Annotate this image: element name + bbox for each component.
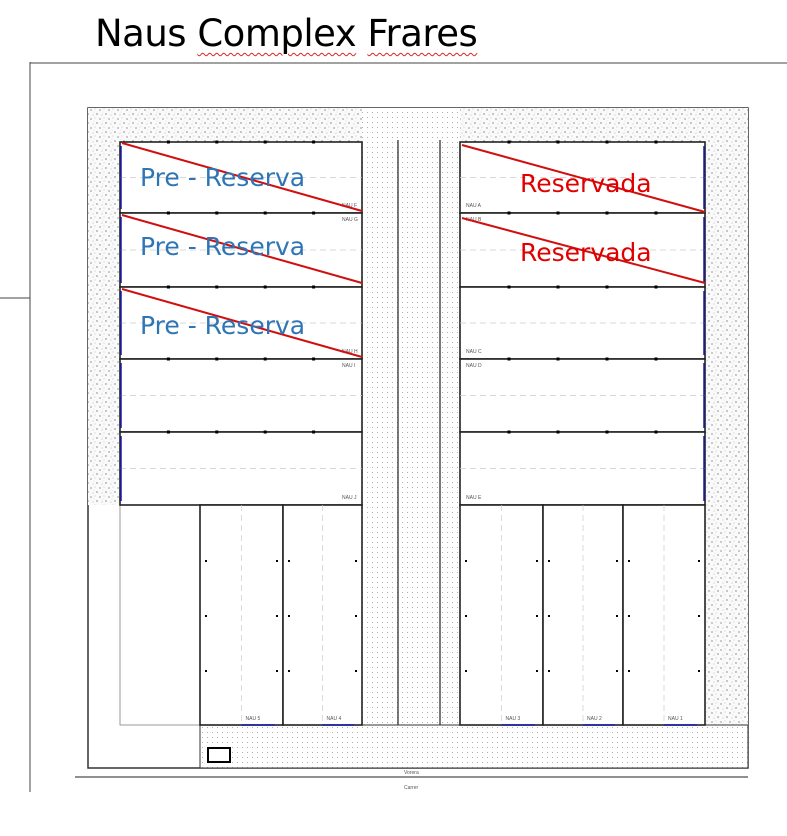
unit[interactable]: NAU D bbox=[459, 357, 706, 433]
unit[interactable]: NAU J bbox=[119, 430, 363, 506]
reservation-strike bbox=[121, 142, 363, 212]
unit-label: NAU F bbox=[342, 203, 357, 209]
unit-label: NAU 1 bbox=[668, 716, 683, 722]
pre-reserva-label: Pre - Reserva bbox=[140, 232, 305, 261]
gravel-area bbox=[460, 108, 748, 142]
unit-label: NAU 4 bbox=[327, 716, 342, 722]
reservation-strike bbox=[461, 144, 706, 213]
unit[interactable]: NAU C bbox=[459, 285, 706, 360]
unit[interactable]: NAU 1 bbox=[622, 504, 706, 726]
title-word: Frares bbox=[367, 12, 478, 55]
gravel-area bbox=[88, 142, 120, 505]
unit-label: NAU E bbox=[466, 495, 482, 501]
unit-label: NAU 2 bbox=[587, 716, 602, 722]
reservation-strike bbox=[461, 217, 706, 284]
gravel-area bbox=[88, 108, 362, 142]
unit-label: NAU B bbox=[466, 217, 482, 223]
reservada-label: Reservada bbox=[520, 169, 652, 198]
reservation-strike bbox=[121, 214, 363, 284]
front-yard bbox=[199, 724, 749, 769]
unit[interactable]: NAU I bbox=[119, 357, 363, 433]
unit-label: NAU C bbox=[466, 349, 482, 355]
unit-label: NAU 5 bbox=[246, 716, 261, 722]
street-label: Carrer bbox=[404, 785, 419, 791]
title-word: Naus bbox=[95, 12, 187, 55]
unit-label: NAU G bbox=[342, 217, 358, 223]
unit[interactable]: NAU 5 bbox=[199, 504, 284, 726]
unit-label: NAU H bbox=[342, 349, 358, 355]
open-area bbox=[119, 504, 201, 726]
unit-label: NAU 3 bbox=[506, 716, 521, 722]
central-street bbox=[362, 108, 460, 725]
unit[interactable]: NAU 3 bbox=[459, 504, 544, 726]
reservada-label: Reservada bbox=[520, 238, 652, 267]
unit-label: NAU J bbox=[342, 495, 357, 501]
unit[interactable]: NAU 4 bbox=[282, 504, 363, 726]
page-title: Naus Complex Frares bbox=[95, 12, 478, 55]
unit[interactable]: NAU E bbox=[459, 430, 706, 506]
unit-label: NAU I bbox=[342, 363, 355, 369]
gravel-area bbox=[705, 142, 748, 725]
unit-label: NAU A bbox=[466, 203, 482, 209]
reservation-strike bbox=[121, 288, 363, 358]
vehicle-symbol bbox=[207, 747, 231, 763]
pre-reserva-label: Pre - Reserva bbox=[140, 311, 305, 340]
pre-reserva-label: Pre - Reserva bbox=[140, 163, 305, 192]
sidewalk-label: Vorera bbox=[404, 770, 419, 776]
unit[interactable]: NAU 2 bbox=[542, 504, 624, 726]
title-word: Complex bbox=[197, 12, 357, 55]
unit-label: NAU D bbox=[466, 363, 482, 369]
